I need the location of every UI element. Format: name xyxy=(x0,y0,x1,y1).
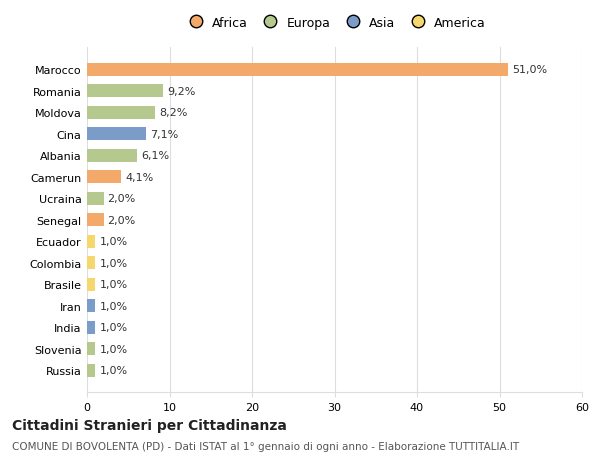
Text: 1,0%: 1,0% xyxy=(100,365,128,375)
Bar xyxy=(87,235,95,248)
Text: COMUNE DI BOVOLENTA (PD) - Dati ISTAT al 1° gennaio di ogni anno - Elaborazione : COMUNE DI BOVOLENTA (PD) - Dati ISTAT al… xyxy=(12,441,519,451)
Bar xyxy=(87,106,155,120)
Bar xyxy=(87,300,95,313)
Text: 6,1%: 6,1% xyxy=(142,151,170,161)
Text: 1,0%: 1,0% xyxy=(100,237,128,247)
Text: 9,2%: 9,2% xyxy=(167,87,196,97)
Bar xyxy=(87,257,95,269)
Bar xyxy=(87,214,104,227)
Bar xyxy=(87,85,163,98)
Text: 1,0%: 1,0% xyxy=(100,323,128,332)
Text: 2,0%: 2,0% xyxy=(107,194,136,204)
Legend: Africa, Europa, Asia, America: Africa, Europa, Asia, America xyxy=(183,17,486,29)
Bar xyxy=(87,128,146,141)
Text: 2,0%: 2,0% xyxy=(107,215,136,225)
Text: 1,0%: 1,0% xyxy=(100,301,128,311)
Text: 1,0%: 1,0% xyxy=(100,344,128,354)
Text: 4,1%: 4,1% xyxy=(125,173,153,182)
Bar xyxy=(87,64,508,77)
Text: 7,1%: 7,1% xyxy=(150,129,178,140)
Bar xyxy=(87,192,104,205)
Text: 8,2%: 8,2% xyxy=(159,108,187,118)
Bar xyxy=(87,150,137,162)
Bar xyxy=(87,342,95,355)
Bar xyxy=(87,364,95,377)
Bar xyxy=(87,278,95,291)
Bar xyxy=(87,321,95,334)
Text: 1,0%: 1,0% xyxy=(100,258,128,268)
Bar xyxy=(87,171,121,184)
Text: Cittadini Stranieri per Cittadinanza: Cittadini Stranieri per Cittadinanza xyxy=(12,418,287,431)
Text: 1,0%: 1,0% xyxy=(100,280,128,290)
Text: 51,0%: 51,0% xyxy=(512,65,547,75)
